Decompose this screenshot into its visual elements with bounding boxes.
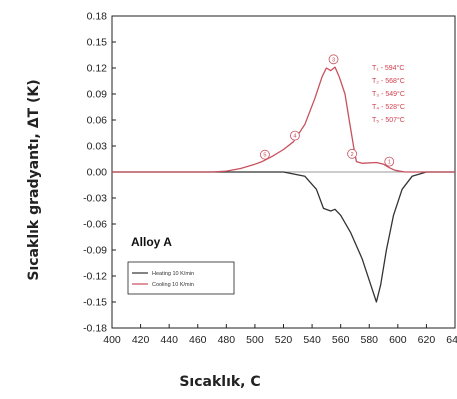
y-axis-title: Sıcaklık gradyantı, ΔT (K) <box>26 79 42 280</box>
y-tick-label: -0.03 <box>83 193 107 205</box>
heating-curve <box>112 171 455 303</box>
x-tick-label: 620 <box>418 334 436 346</box>
peak-marker-label: 2 <box>351 152 354 158</box>
peak-marker-label: 4 <box>293 134 296 140</box>
x-tick-label: 580 <box>360 334 378 346</box>
y-tick-label: 0.03 <box>87 141 108 153</box>
annotation-t4: T₄ - 528°C <box>372 103 405 111</box>
y-tick-label: 0.15 <box>87 37 108 49</box>
x-tick-label: 480 <box>218 334 236 346</box>
legend: Heating 10 K/min Cooling 10 K/min <box>127 261 235 295</box>
legend-label-cooling: Cooling 10 K/min <box>152 282 194 288</box>
y-tick-label: -0.18 <box>83 323 107 335</box>
y-tick-label: -0.06 <box>83 219 107 231</box>
y-tick-label: -0.09 <box>83 245 107 257</box>
peak-marker-circle <box>290 130 300 141</box>
y-tick-label: -0.12 <box>83 271 107 283</box>
series-layer <box>112 66 455 303</box>
y-tick-label: -0.15 <box>83 297 107 309</box>
cooling-curve <box>112 66 455 173</box>
legend-label-heating: Heating 10 K/min <box>152 271 194 277</box>
annotation-t2: T₂ - 568°C <box>372 77 405 85</box>
peak-marker-label: 1 <box>388 160 391 166</box>
x-tick-label: 640 <box>446 334 457 346</box>
annotation-t1: T₁ - 594°C <box>372 64 404 72</box>
peak-markers: 1 2 3 4 5 <box>260 54 395 167</box>
x-axis: 400 420 440 460 480 500 520 540 560 580 600 620 640 <box>103 324 457 346</box>
peak-marker-circle <box>347 148 358 159</box>
x-tick-label: 600 <box>389 334 407 346</box>
x-axis-title: Sıcaklık, C <box>179 374 260 390</box>
x-tick-label: 500 <box>246 334 264 346</box>
x-tick-label: 400 <box>103 334 121 346</box>
peak-marker-label: 5 <box>263 153 266 159</box>
y-axis: 0.18 0.15 0.12 0.09 0.06 0.03 0.00 -0.03 -0.06 -0… <box>83 11 116 335</box>
x-tick-label: 420 <box>132 334 150 346</box>
panel-label: Alloy A <box>131 235 172 249</box>
y-tick-label: 0.09 <box>87 89 108 101</box>
y-tick-label: 0.18 <box>87 11 108 23</box>
y-tick-label: 0.12 <box>87 63 108 75</box>
x-tick-label: 520 <box>275 334 293 346</box>
y-tick-label: 0.00 <box>87 167 108 179</box>
x-tick-label: 560 <box>332 334 350 346</box>
legend-box <box>127 261 235 295</box>
x-tick-label: 440 <box>160 334 178 346</box>
peak-marker-circle <box>384 156 395 167</box>
peak-marker-circle <box>260 149 270 160</box>
peak-marker-label: 3 <box>332 57 335 63</box>
annotation-t3: T₃ - 549°C <box>372 90 405 98</box>
plot-area: 400 420 440 460 480 500 520 540 560 580 600 620 64 0 … <box>83 11 457 347</box>
x-tick-label: 460 <box>189 334 207 346</box>
peak-marker-circle <box>328 54 339 65</box>
y-tick-label: 0.06 <box>87 115 108 127</box>
x-tick-label: 540 <box>303 334 321 346</box>
temperature-annotations: T₁ - 594°C T₂ - 568°C T₃ - 549°C T₄ - 52… <box>372 64 405 124</box>
annotation-t5: T₅ - 507°C <box>372 116 405 124</box>
